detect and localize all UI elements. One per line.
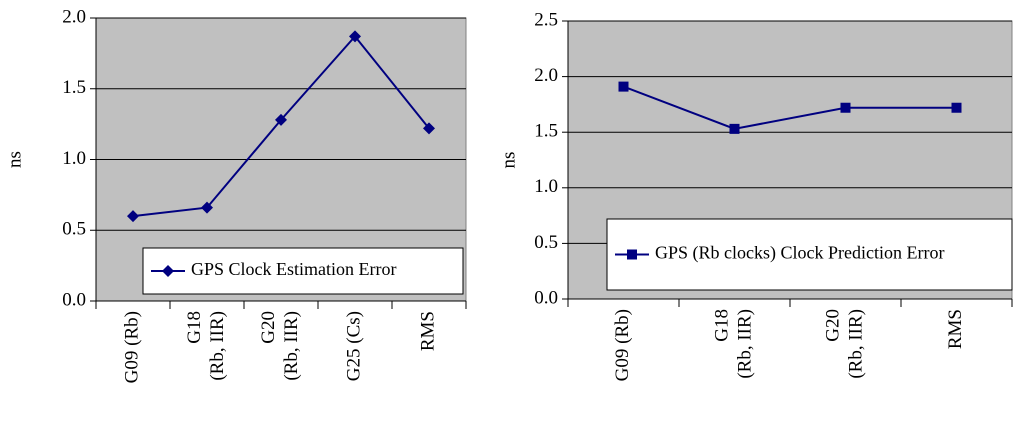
x-tick-label: G20 bbox=[822, 309, 843, 342]
legend-box bbox=[142, 247, 464, 295]
y-tick-label: 0.0 bbox=[534, 287, 558, 308]
y-tick-label: 1.5 bbox=[534, 121, 558, 142]
marker bbox=[840, 102, 851, 113]
x-tick-label: G18 bbox=[711, 309, 732, 342]
y-tick-label: 1.5 bbox=[62, 77, 86, 98]
y-tick-label: 1.0 bbox=[534, 176, 558, 197]
y-tick-label: 2.0 bbox=[62, 6, 86, 27]
legend-label: GPS (Rb clocks) Clock Prediction Error bbox=[655, 243, 944, 264]
x-tick-label: G09 (Rb) bbox=[121, 311, 142, 383]
y-tick-label: 0.5 bbox=[534, 232, 558, 253]
x-tick-label: (Rb, IIR) bbox=[281, 311, 302, 381]
x-tick-label: RMS bbox=[417, 311, 438, 351]
x-tick-label: G20 bbox=[258, 311, 279, 344]
line bbox=[623, 85, 957, 130]
x-tick-label: RMS bbox=[945, 309, 966, 349]
marker bbox=[275, 113, 287, 126]
y-tick-label: 0.5 bbox=[62, 219, 86, 240]
y-axis-label: ns bbox=[498, 152, 519, 169]
legend-marker bbox=[627, 249, 637, 260]
x-tick-label: (Rb, IIR) bbox=[734, 309, 755, 379]
marker bbox=[127, 210, 139, 223]
x-tick-label: G09 (Rb) bbox=[612, 309, 633, 381]
marker bbox=[729, 123, 740, 134]
legend-box bbox=[606, 218, 1013, 291]
x-tick-label: (Rb, IIR) bbox=[845, 309, 866, 379]
marker bbox=[951, 102, 962, 113]
marker bbox=[201, 201, 213, 214]
y-axis-label: ns bbox=[4, 151, 25, 168]
x-tick-label: (Rb, IIR) bbox=[207, 311, 228, 381]
marker bbox=[423, 122, 435, 135]
x-tick-label: G25 (Cs) bbox=[343, 311, 364, 381]
legend-label: GPS Clock Estimation Error bbox=[191, 259, 397, 279]
marker bbox=[349, 30, 361, 43]
y-tick-label: 0.0 bbox=[62, 289, 86, 310]
legend-marker bbox=[162, 265, 174, 277]
x-tick-label: G18 bbox=[184, 311, 205, 344]
marker bbox=[618, 81, 629, 92]
y-tick-label: 1.0 bbox=[62, 148, 86, 169]
y-tick-label: 2.5 bbox=[534, 9, 558, 30]
y-tick-label: 2.0 bbox=[534, 65, 558, 86]
